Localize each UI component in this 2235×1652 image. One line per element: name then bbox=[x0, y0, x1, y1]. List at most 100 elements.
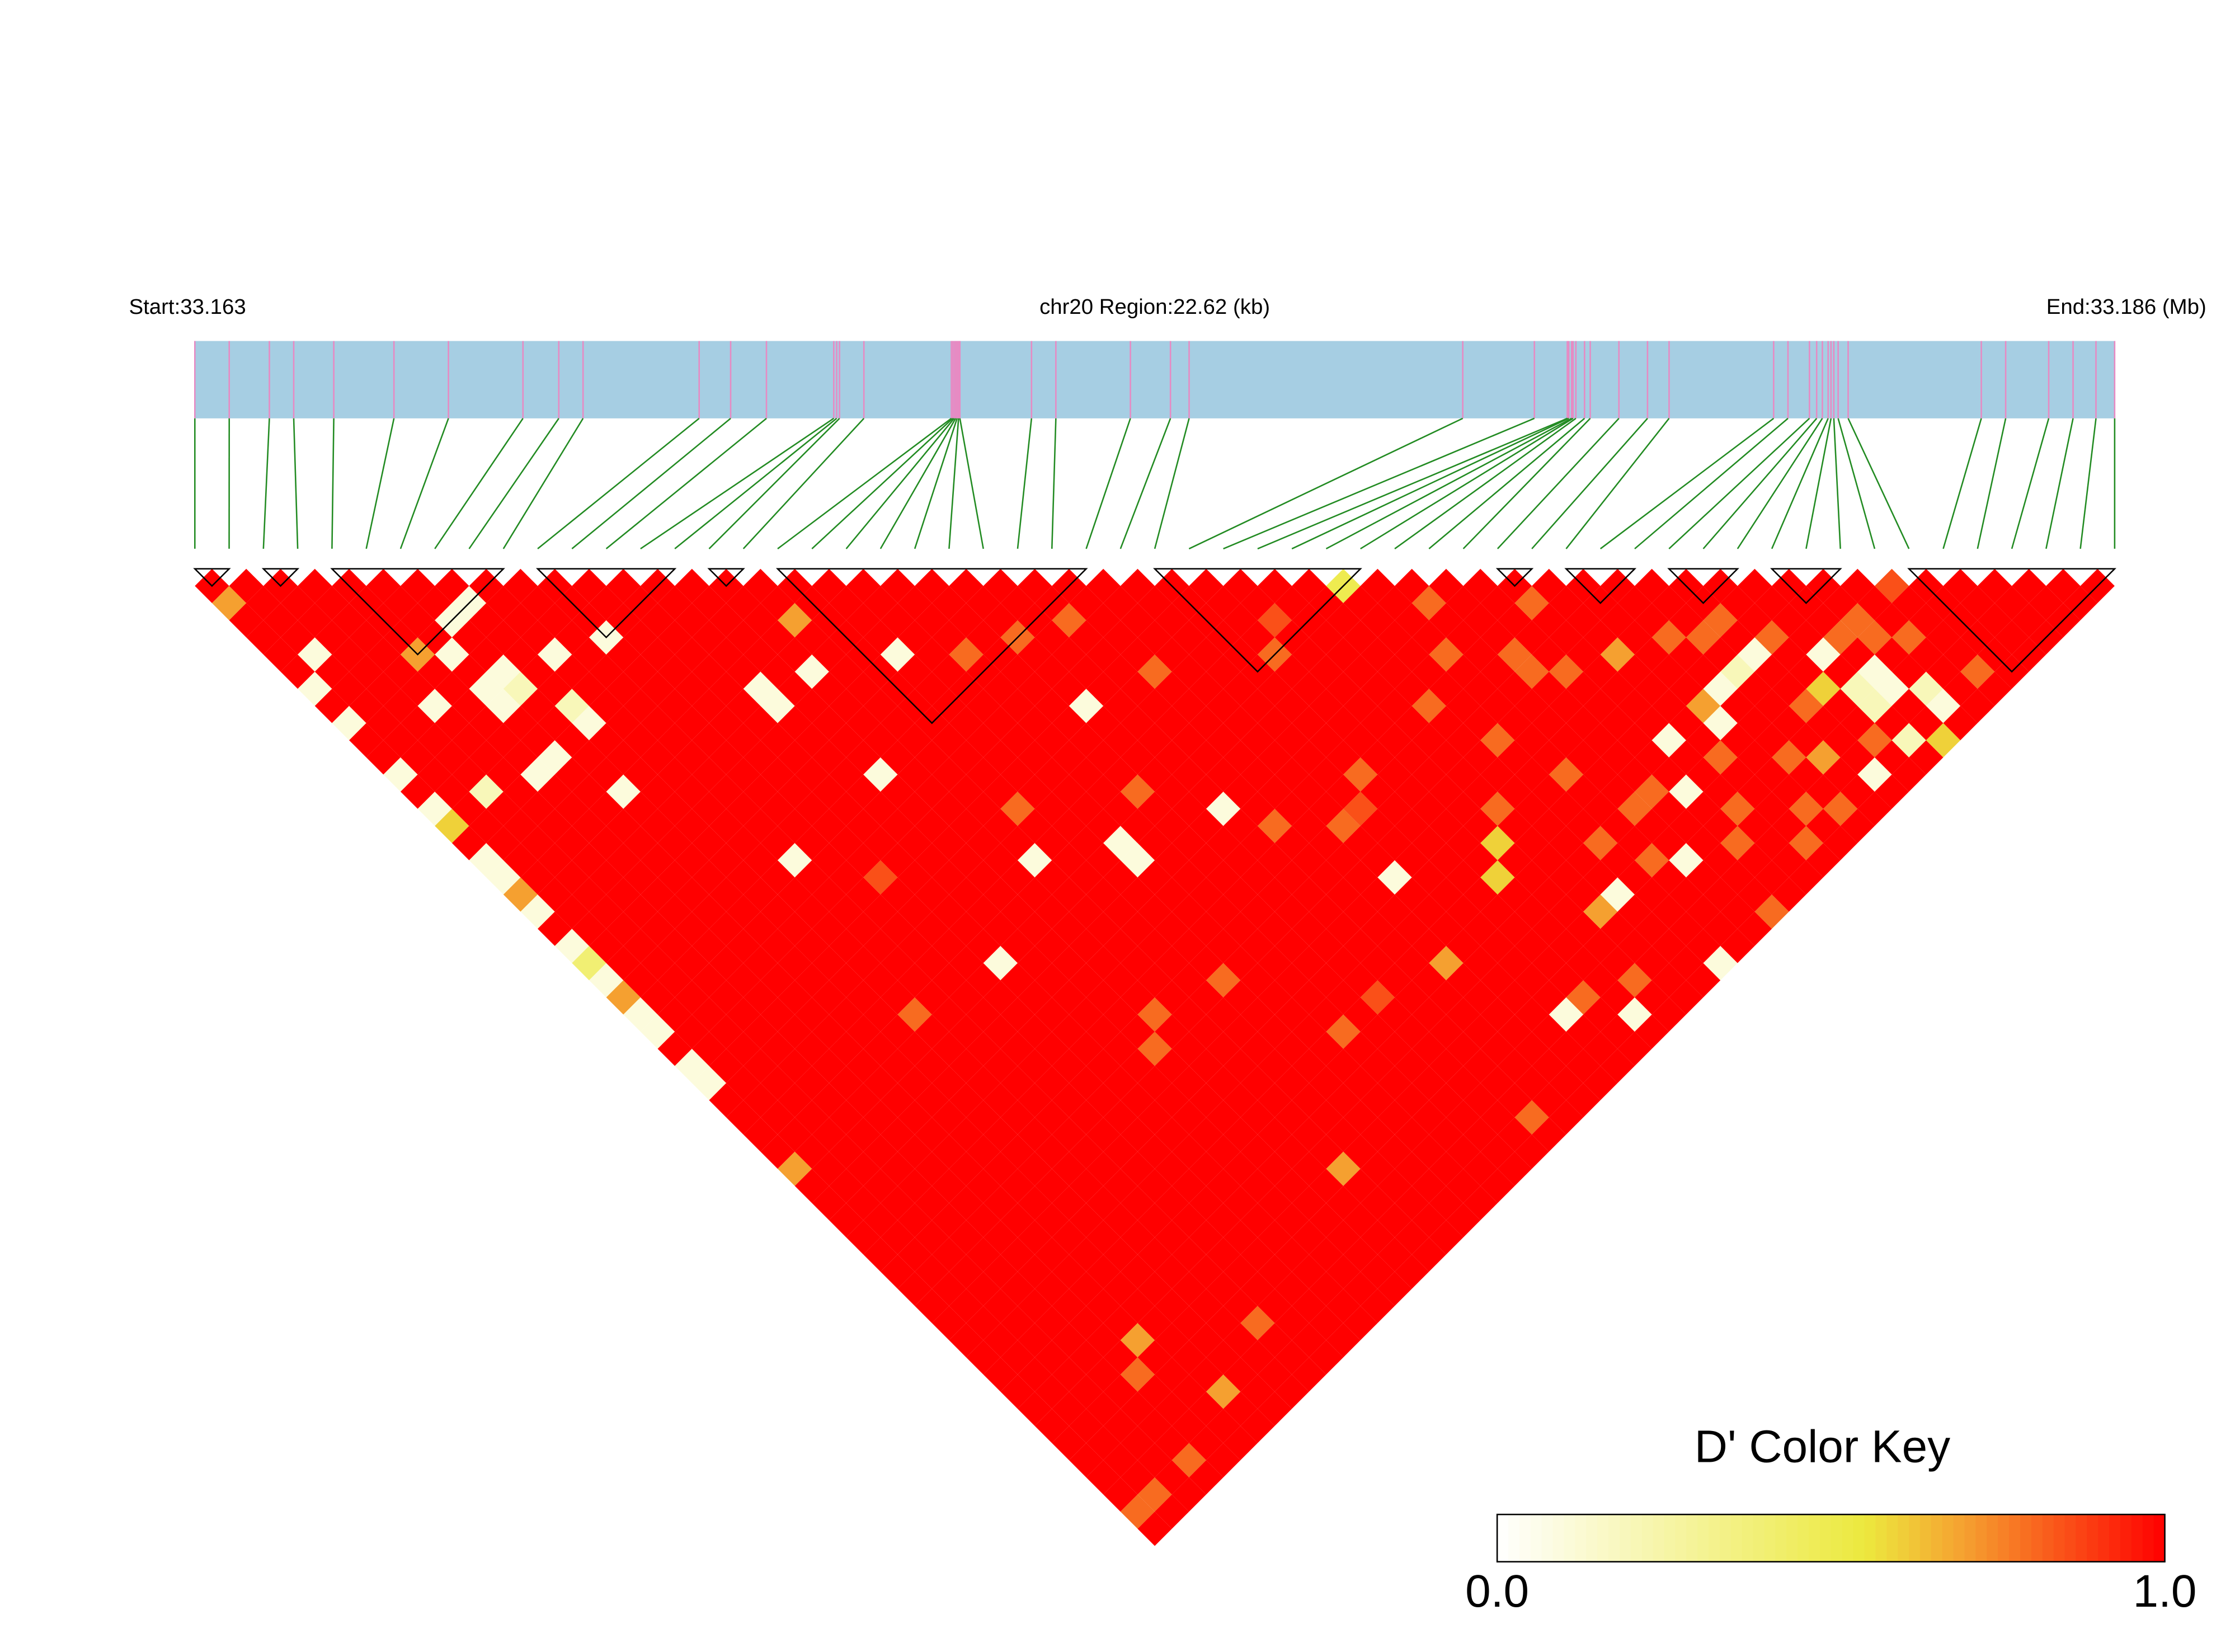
key-swatch bbox=[1497, 1514, 1509, 1562]
ld-cell bbox=[1669, 945, 1704, 981]
ld-cell bbox=[1429, 637, 1464, 672]
ld-cell bbox=[1857, 723, 1892, 757]
ld-cell bbox=[966, 757, 1001, 792]
ld-cell bbox=[1549, 1066, 1584, 1100]
ld-cell bbox=[1772, 740, 1806, 775]
ld-cell bbox=[1926, 654, 1961, 689]
ld-cell bbox=[1583, 997, 1618, 1032]
ld-cell bbox=[1463, 945, 1498, 981]
ld-cell bbox=[572, 808, 606, 844]
ld-cell bbox=[451, 826, 487, 860]
ld-cell bbox=[1257, 774, 1292, 809]
ld-cell bbox=[1651, 997, 1686, 1032]
ld-cell bbox=[966, 1066, 1001, 1100]
ld-cell bbox=[760, 963, 795, 997]
ld-cell bbox=[589, 792, 624, 826]
key-swatch bbox=[1709, 1514, 1720, 1562]
ld-cell bbox=[743, 740, 778, 775]
key-swatch bbox=[1886, 1514, 1899, 1562]
snp-link bbox=[1188, 417, 1464, 550]
ld-cell bbox=[778, 671, 812, 706]
ld-cell bbox=[1034, 1169, 1069, 1203]
ld-cell bbox=[1429, 1048, 1464, 1084]
ld-cell bbox=[1274, 929, 1309, 963]
ld-block bbox=[1770, 568, 1842, 604]
ld-cell bbox=[1480, 1169, 1515, 1203]
ld-cell bbox=[1532, 1083, 1566, 1118]
ld-cell bbox=[1240, 1340, 1275, 1375]
ld-cell bbox=[1446, 929, 1481, 963]
ld-cell bbox=[1891, 620, 1926, 655]
ld-cell bbox=[1069, 586, 1104, 620]
ld-cell bbox=[1309, 894, 1344, 929]
ld-cell bbox=[966, 963, 1001, 997]
ld-cell bbox=[435, 568, 469, 604]
ld-cell bbox=[623, 894, 658, 929]
ld-cell bbox=[1737, 637, 1772, 672]
ld-cell bbox=[812, 843, 846, 878]
ld-cell bbox=[1171, 997, 1207, 1032]
ld-cell bbox=[743, 808, 778, 844]
ld-cell bbox=[1189, 705, 1224, 741]
ld-cell bbox=[1360, 1117, 1395, 1152]
ld-cell bbox=[1514, 997, 1549, 1032]
ld-cell bbox=[1292, 740, 1326, 775]
ld-cell bbox=[1034, 997, 1069, 1032]
key-swatch bbox=[1942, 1514, 1954, 1562]
key-swatch bbox=[1597, 1514, 1610, 1562]
ld-cell bbox=[1463, 877, 1498, 912]
ld-cell bbox=[949, 1288, 984, 1324]
ld-cell bbox=[554, 757, 589, 792]
ld-cell bbox=[897, 1169, 932, 1203]
ld-cell bbox=[1772, 808, 1806, 844]
ld-cell bbox=[520, 757, 555, 792]
ld-cell bbox=[949, 568, 984, 604]
ld-cell bbox=[1395, 911, 1429, 946]
ld-cell bbox=[1737, 877, 1772, 912]
ld-cell bbox=[1617, 723, 1652, 757]
ld-cell bbox=[229, 568, 264, 604]
ld-cell bbox=[1977, 603, 2012, 638]
ld-cell bbox=[829, 1032, 864, 1066]
ld-cell bbox=[383, 654, 418, 689]
ld-cell bbox=[949, 945, 984, 981]
ld-cell bbox=[897, 1272, 932, 1306]
snp-link bbox=[2011, 418, 2050, 549]
ld-cell bbox=[743, 705, 778, 741]
ld-cell bbox=[1103, 826, 1138, 860]
ld-cell bbox=[1463, 774, 1498, 809]
ld-cell bbox=[897, 620, 932, 655]
ld-cell bbox=[1514, 860, 1549, 895]
ld-cell bbox=[897, 1237, 932, 1272]
ld-cell bbox=[1069, 997, 1104, 1032]
ld-cell bbox=[1686, 963, 1721, 997]
ld-cell bbox=[520, 894, 555, 929]
ld-cell bbox=[623, 963, 658, 997]
ld-cell bbox=[1189, 1357, 1224, 1392]
key-swatch bbox=[1742, 1514, 1754, 1562]
ld-cell bbox=[1189, 1460, 1224, 1495]
ld-cell bbox=[1549, 757, 1584, 792]
ld-cell bbox=[1069, 1032, 1104, 1066]
ld-cell bbox=[1052, 637, 1086, 672]
ld-cell bbox=[794, 757, 829, 792]
ld-cell bbox=[1240, 1032, 1275, 1066]
snp-link bbox=[1291, 417, 1569, 550]
ld-cell bbox=[1069, 1306, 1104, 1340]
ld-cell bbox=[572, 877, 606, 912]
ld-cell bbox=[760, 997, 795, 1032]
ld-cell bbox=[1583, 826, 1618, 860]
ld-cell bbox=[1600, 911, 1635, 946]
snp-link bbox=[1119, 418, 1171, 549]
ld-cell bbox=[1891, 723, 1926, 757]
ld-cell bbox=[691, 826, 727, 860]
ld-cell bbox=[863, 997, 898, 1032]
ld-cell bbox=[778, 603, 812, 638]
ld-cell bbox=[1326, 1048, 1361, 1084]
ld-cell bbox=[1446, 894, 1481, 929]
ld-cell bbox=[1514, 1032, 1549, 1066]
snp-link bbox=[1051, 418, 1057, 549]
ld-cell bbox=[1480, 654, 1515, 689]
key-swatch bbox=[1764, 1514, 1776, 1562]
ld-cell bbox=[1514, 654, 1549, 689]
